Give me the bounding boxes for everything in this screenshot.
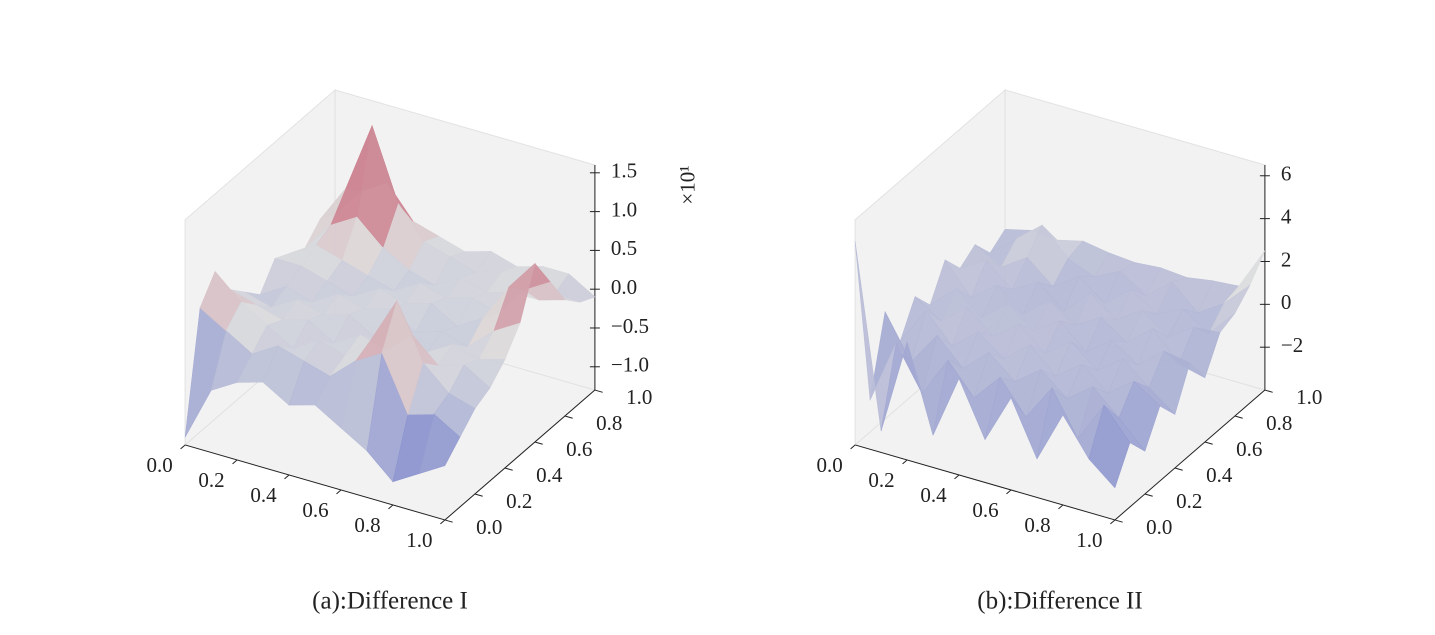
surface-patch xyxy=(356,125,399,248)
x-tick-label: 0.8 xyxy=(354,513,380,537)
y-tick xyxy=(444,519,453,523)
x-tick-label: 0.6 xyxy=(302,498,328,522)
x-tick xyxy=(336,489,342,495)
z-tick-label: 0.5 xyxy=(611,236,637,260)
z-tick-label: 2 xyxy=(1281,247,1292,271)
x-tick xyxy=(440,519,446,525)
y-tick-label: 0.0 xyxy=(476,515,502,539)
x-tick-label: 0.0 xyxy=(816,453,842,477)
z-tick-label: −2 xyxy=(1281,333,1303,357)
surface-patch xyxy=(381,299,424,416)
x-tick-label: 1.0 xyxy=(1076,528,1102,552)
y-tick xyxy=(534,441,543,445)
y-tick-label: 0.6 xyxy=(566,437,592,461)
x-tick-label: 0.4 xyxy=(250,483,277,507)
z-tick-label: 1.5 xyxy=(611,159,637,183)
y-axis xyxy=(1114,389,1266,521)
y-tick-label: 0.2 xyxy=(1176,489,1202,513)
y-tick-label: 0.4 xyxy=(1206,463,1233,487)
y-tick-label: 1.0 xyxy=(1296,385,1322,409)
y-tick xyxy=(594,389,603,393)
x-tick-label: 0.0 xyxy=(146,453,172,477)
z-tick-label: 6 xyxy=(1281,162,1292,186)
y-tick xyxy=(1264,389,1273,393)
x-tick-label: 0.6 xyxy=(972,498,998,522)
y-axis xyxy=(444,389,596,521)
x-tick-label: 0.8 xyxy=(1024,513,1050,537)
y-tick-label: 0.2 xyxy=(506,489,532,513)
x-tick xyxy=(388,504,394,510)
caption: (a):Difference I xyxy=(312,588,468,615)
y-tick-label: 0.8 xyxy=(596,411,622,435)
z-offset-label: ×10¹ xyxy=(676,165,700,204)
x-tick-label: 0.2 xyxy=(198,468,224,492)
z-tick-label: −0.5 xyxy=(611,314,649,338)
z-tick-label: 4 xyxy=(1281,204,1292,228)
x-tick xyxy=(1058,504,1064,510)
surface-patch xyxy=(1088,404,1131,489)
z-tick-label: 1.0 xyxy=(611,197,637,221)
z-tick-label: −1.0 xyxy=(611,353,649,377)
x-tick xyxy=(902,459,908,465)
y-tick xyxy=(1144,493,1153,497)
y-tick-label: 0.4 xyxy=(536,463,563,487)
x-tick xyxy=(180,444,186,450)
y-tick xyxy=(474,493,483,497)
x-tick-label: 0.2 xyxy=(868,468,894,492)
x-tick xyxy=(1110,519,1116,525)
y-tick xyxy=(564,415,573,419)
y-tick xyxy=(1234,415,1243,419)
surface-patch xyxy=(418,413,461,475)
x-tick xyxy=(1006,489,1012,495)
x-axis xyxy=(184,444,446,521)
y-tick-label: 0.6 xyxy=(1236,437,1262,461)
x-axis xyxy=(854,444,1116,521)
z-tick-label: 0 xyxy=(1281,290,1292,314)
y-tick-label: 0.8 xyxy=(1266,411,1292,435)
y-tick xyxy=(1114,519,1123,523)
caption: (b):Difference II xyxy=(977,588,1142,615)
x-tick xyxy=(284,474,290,480)
x-tick xyxy=(954,474,960,480)
x-tick xyxy=(850,444,856,450)
x-tick xyxy=(232,459,238,465)
y-tick-label: 1.0 xyxy=(626,385,652,409)
y-tick xyxy=(1204,441,1213,445)
z-tick-label: 0.0 xyxy=(611,275,637,299)
x-tick-label: 0.4 xyxy=(920,483,947,507)
y-tick xyxy=(1174,467,1183,471)
x-tick-label: 1.0 xyxy=(406,528,432,552)
y-tick xyxy=(504,467,513,471)
y-tick-label: 0.0 xyxy=(1146,515,1172,539)
